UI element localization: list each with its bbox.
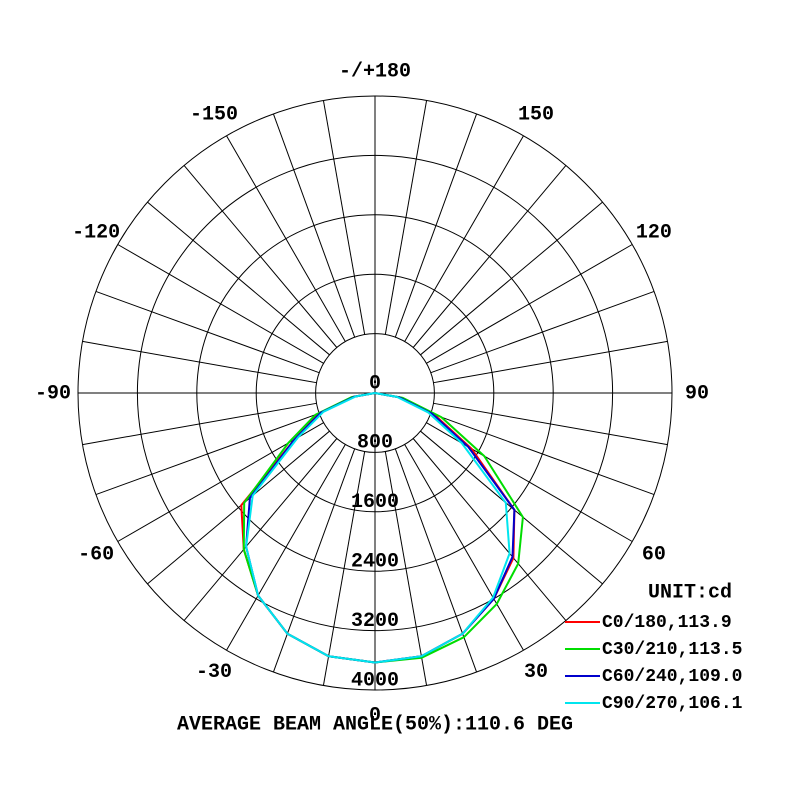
ring	[196, 214, 554, 572]
intensity-curve	[245, 392, 511, 664]
theta-tick-label: 0	[369, 704, 381, 727]
theta-tick-label: -60	[78, 543, 114, 566]
chart-title: AVERAGE BEAM ANGLE(50%):110.6 DEG	[177, 713, 573, 736]
theta-tick-label: -/+180	[339, 60, 411, 83]
legend-label: C0/180,113.9	[602, 613, 732, 633]
r-tick-label: 800	[357, 432, 393, 455]
theta-tick-label: -150	[190, 103, 238, 126]
theta-tick-label: 30	[524, 661, 548, 684]
ring	[255, 273, 495, 513]
r-tick-label: 3200	[351, 610, 399, 633]
r-tick-label: 2400	[351, 550, 399, 573]
ring	[136, 154, 614, 632]
theta-tick-label: 90	[685, 382, 709, 405]
theta-tick-label: -90	[35, 382, 71, 405]
legend-label: C60/240,109.0	[602, 667, 742, 687]
theta-tick-label: 150	[518, 103, 554, 126]
legend-label: C90/270,106.1	[602, 694, 743, 714]
r-tick-label: 0	[369, 372, 381, 395]
unit-label: UNIT:cd	[648, 581, 732, 604]
theta-tick-label: 120	[636, 221, 672, 244]
r-tick-label: 4000	[351, 669, 399, 692]
ring	[77, 95, 673, 691]
theta-tick-label: -30	[196, 661, 232, 684]
theta-tick-label: 60	[642, 543, 666, 566]
theta-tick-label: -120	[72, 221, 120, 244]
r-tick-label: 1600	[351, 491, 399, 514]
ring	[315, 333, 435, 453]
legend-label: C30/210,113.5	[602, 640, 742, 660]
